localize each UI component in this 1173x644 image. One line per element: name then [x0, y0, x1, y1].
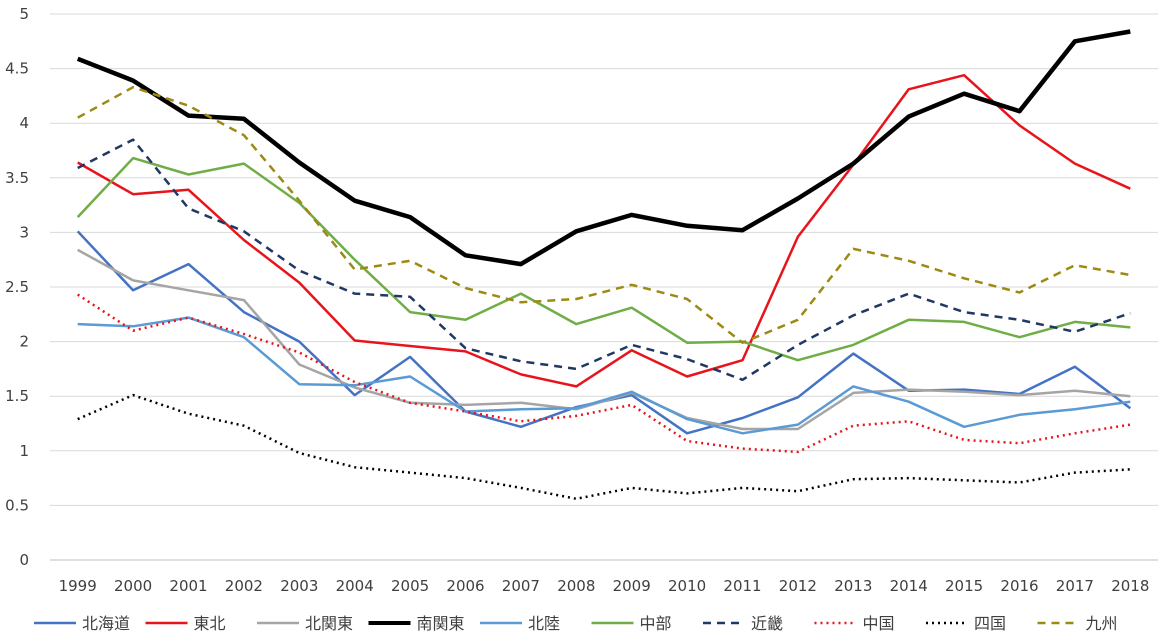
series-line: [77, 138, 1131, 382]
series-line: [77, 73, 1131, 388]
legend-label: 中国: [863, 614, 895, 633]
legend-label: 北関東: [305, 614, 353, 633]
y-tick-label: 1: [19, 442, 29, 460]
y-tick-label: 5: [19, 5, 29, 23]
x-tick-label: 2002: [225, 577, 263, 595]
x-tick-label: 2007: [502, 577, 540, 595]
series-line: [76, 29, 1131, 267]
x-tick-label: 2014: [890, 577, 928, 595]
x-tick-label: 2018: [1111, 577, 1149, 595]
series-line: [77, 393, 1131, 501]
legend: 北海道 東北 北関東 南関東 北陸 中部 近畿 中国 四国 九州: [34, 614, 1118, 633]
x-tick-label: 2001: [169, 577, 207, 595]
x-tick-label: 2012: [779, 577, 817, 595]
y-tick-label: 3: [19, 223, 29, 241]
x-tick-label: 2015: [945, 577, 983, 595]
legend-label: 四国: [974, 614, 1006, 633]
y-tick-label: 4: [19, 114, 29, 132]
y-tick-label: 2.5: [5, 278, 29, 296]
y-tick-label: 0: [19, 551, 29, 569]
series-line: [76, 156, 1131, 362]
x-axis: 1999 2000 2001 2002 2003 2004 2005 2006 2007 2008…: [59, 577, 1150, 595]
legend-label: 北海道: [82, 614, 130, 633]
series-line: [76, 230, 1132, 435]
legend-label: 北陸: [528, 614, 560, 633]
y-tick-label: 3.5: [5, 169, 29, 187]
series-line: [77, 248, 1131, 431]
legend-label: 東北: [194, 614, 226, 633]
series-lines: [76, 29, 1132, 501]
x-tick-label: 2003: [280, 577, 318, 595]
x-tick-label: 2013: [834, 577, 872, 595]
y-tick-label: 2: [19, 333, 29, 351]
x-tick-label: 2004: [336, 577, 374, 595]
y-tick-label: 4.5: [5, 60, 29, 78]
x-tick-label: 1999: [59, 577, 97, 595]
y-tick-label: 0.5: [5, 496, 29, 514]
series-line: [77, 293, 1131, 454]
x-tick-label: 2005: [391, 577, 429, 595]
y-tick-label: 1.5: [5, 387, 29, 405]
x-tick-label: 2016: [1000, 577, 1038, 595]
series-line: [77, 85, 1131, 344]
legend-label: 南関東: [417, 614, 465, 633]
x-tick-label: 2010: [668, 577, 706, 595]
legend-label: 近畿: [751, 614, 783, 633]
x-tick-label: 2011: [723, 577, 761, 595]
x-tick-label: 2009: [613, 577, 651, 595]
legend-label: 中部: [640, 614, 672, 633]
x-tick-label: 2000: [114, 577, 152, 595]
series-line: [77, 316, 1131, 435]
legend-label: 九州: [1086, 614, 1118, 633]
x-tick-label: 2006: [446, 577, 484, 595]
x-tick-label: 2017: [1056, 577, 1094, 595]
x-tick-label: 2008: [557, 577, 595, 595]
y-axis: 0 0.5 1 1.5 2 2.5 3 3.5 4 4.5 5: [5, 5, 29, 569]
